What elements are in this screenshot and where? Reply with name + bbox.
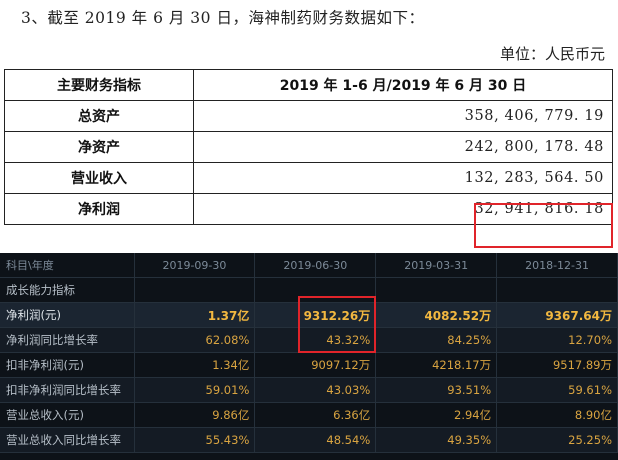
table-row: 净资产 242, 800, 178. 48: [4, 131, 613, 163]
column-header[interactable]: 2019-06-30: [254, 253, 377, 278]
section-row: 成长能力指标: [0, 277, 618, 303]
cell-value: 6.36亿: [254, 402, 377, 428]
table-row: 扣非净利润同比增长率 59.01% 43.03% 93.51% 59.61%: [0, 377, 618, 403]
cell-value: 12.70%: [496, 327, 618, 353]
cell-value: 1.37亿: [134, 302, 256, 328]
cell-value: 48.54%: [254, 427, 377, 453]
column-header: 科目\年度: [0, 253, 135, 278]
unit-label: 单位：人民币元: [499, 45, 605, 63]
cell-value: 4082.52万: [375, 302, 498, 328]
cell-value: 8.90亿: [496, 402, 618, 428]
row-value: 32, 941, 816. 18: [193, 193, 613, 225]
cell-value: 2.94亿: [375, 402, 498, 428]
table-row: 净利润 32, 941, 816. 18: [4, 193, 613, 225]
column-header: 2019 年 1-6 月/2019 年 6 月 30 日: [193, 69, 613, 101]
table-row: 总资产 358, 406, 779. 19: [4, 100, 613, 132]
cell-value: 59.01%: [134, 377, 256, 403]
financial-summary-table: 主要财务指标 2019 年 1-6 月/2019 年 6 月 30 日 总资产 …: [4, 69, 613, 225]
cell-value: 59.61%: [496, 377, 618, 403]
row-value: 132, 283, 564. 50: [193, 162, 613, 194]
row-label: 净利润同比增长率: [0, 327, 135, 353]
row-label: 扣非净利润同比增长率: [0, 377, 135, 403]
row-label: 净资产: [4, 131, 194, 163]
cell-value: 9097.12万: [254, 352, 377, 378]
cell-value: 49.35%: [375, 427, 498, 453]
cell-value: 9517.89万: [496, 352, 618, 378]
row-label: 营业收入: [4, 162, 194, 194]
table-row: 营业收入 132, 283, 564. 50: [4, 162, 613, 194]
cell-value: 25.25%: [496, 427, 618, 453]
table-row: 扣非净利润(元) 1.34亿 9097.12万 4218.17万 9517.89…: [0, 352, 618, 378]
row-label: 净利润: [4, 193, 194, 225]
intro-text: 3、截至 2019 年 6 月 30 日，海神制药财务数据如下：: [21, 9, 425, 27]
row-label: 营业总收入同比增长率: [0, 427, 135, 453]
row-label: 总资产: [4, 100, 194, 132]
cell-value: 62.08%: [134, 327, 256, 353]
row-value: 358, 406, 779. 19: [193, 100, 613, 132]
table-header-row: 主要财务指标 2019 年 1-6 月/2019 年 6 月 30 日: [4, 69, 613, 101]
cell-value: 9367.64万: [496, 302, 618, 328]
cell-value: 1.34亿: [134, 352, 256, 378]
table-row: 营业总收入同比增长率 55.43% 48.54% 49.35% 25.25%: [0, 427, 618, 453]
table-row: 净利润同比增长率 62.08% 43.32% 84.25% 12.70%: [0, 327, 618, 353]
quarterly-table: 科目\年度 2019-09-30 2019-06-30 2019-03-31 2…: [0, 253, 618, 453]
table-row: 营业总收入(元) 9.86亿 6.36亿 2.94亿 8.90亿: [0, 402, 618, 428]
column-header[interactable]: 2019-03-31: [375, 253, 498, 278]
cell-value: 9.86亿: [134, 402, 256, 428]
cell-value: 43.03%: [254, 377, 377, 403]
cell-value: 4218.17万: [375, 352, 498, 378]
cell-value: 55.43%: [134, 427, 256, 453]
cell-value: 9312.26万: [254, 302, 377, 328]
quarterly-data-panel: 科目\年度 2019-09-30 2019-06-30 2019-03-31 2…: [0, 253, 618, 460]
row-value: 242, 800, 178. 48: [193, 131, 613, 163]
column-header[interactable]: 2018-12-31: [496, 253, 618, 278]
column-header[interactable]: 2019-09-30: [134, 253, 256, 278]
table-header-row: 科目\年度 2019-09-30 2019-06-30 2019-03-31 2…: [0, 253, 618, 278]
cell-value: 84.25%: [375, 327, 498, 353]
row-label: 扣非净利润(元): [0, 352, 135, 378]
table-row: 净利润(元) 1.37亿 9312.26万 4082.52万 9367.64万: [0, 302, 618, 328]
cell-value: 93.51%: [375, 377, 498, 403]
net-profit-highlight-box: [474, 203, 613, 248]
quarter-highlight-box: [298, 296, 376, 353]
row-label: 净利润(元): [0, 302, 135, 328]
row-label: 营业总收入(元): [0, 402, 135, 428]
column-header: 主要财务指标: [4, 69, 194, 101]
section-label: 成长能力指标: [0, 277, 135, 303]
